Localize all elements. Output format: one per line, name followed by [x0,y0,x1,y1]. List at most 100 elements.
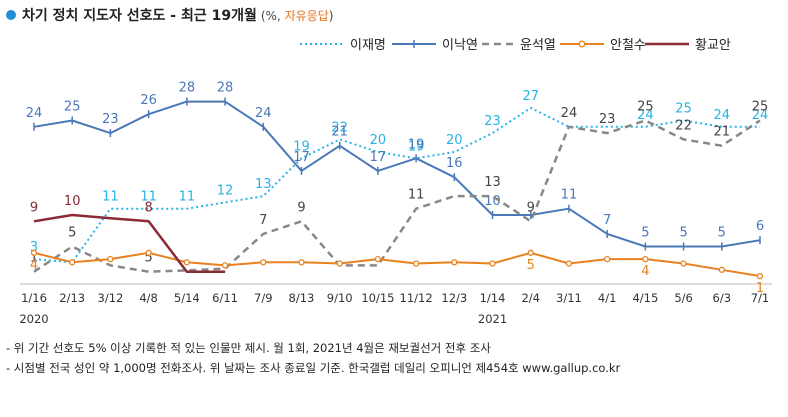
data-label: 8 [144,200,152,215]
x-tick-label: 2/13 [59,291,85,305]
data-label: 9 [527,200,535,215]
data-label: 19 [408,139,425,154]
data-label: 10 [64,194,81,209]
data-label: 16 [446,156,463,171]
data-label: 13 [255,177,272,192]
data-point [298,259,305,266]
x-tick-label: 5/14 [174,291,200,305]
subtitle-suffix: ) [328,8,334,23]
data-point [604,255,611,263]
legend-label: 황교안 [695,38,731,53]
x-tick-label: 3/11 [556,291,582,305]
series-line [33,100,761,248]
legend-label: 안철수 [610,38,646,53]
chart-title: 차기 정치 지도자 선호도 - 최근 19개월 [22,8,257,24]
data-label: 11 [561,188,578,203]
data-point [756,272,764,280]
year-label: 2020 [19,312,48,326]
x-tick-label: 3/12 [98,291,124,305]
data-label: 11 [408,188,425,203]
x-tick-label: 5/6 [674,291,693,305]
x-tick-label: 6/11 [212,291,238,305]
legend-label: 이낙연 [442,38,478,53]
x-tick-label: 9/10 [327,291,353,305]
data-point [642,255,649,263]
data-label: 17 [293,150,310,165]
data-point [69,259,76,266]
x-tick-label: 4/8 [139,291,158,305]
data-label: 5 [718,226,726,241]
data-label: 23 [484,114,501,129]
x-tick-label: 6/3 [713,291,732,305]
data-label: 28 [217,81,234,96]
data-label: 5 [679,226,687,241]
series-line [33,119,761,273]
data-point [489,260,496,267]
data-label: 11 [140,190,157,205]
x-tick-label: 8/13 [289,291,315,305]
data-label: 24 [714,108,731,123]
data-point [183,259,190,266]
data-label: 28 [179,81,196,96]
data-label: 11 [102,190,119,205]
legend-label: 이재명 [350,38,386,53]
data-label: 20 [446,133,463,148]
subtitle-prefix: (%, [260,8,285,23]
data-label: 22 [331,120,348,135]
data-point [221,262,229,269]
x-tick-label: 12/3 [441,291,467,305]
legend-marker [578,40,586,48]
x-tick-label: 4/1 [598,291,617,305]
x-tick-label: 7/9 [254,291,273,305]
data-label: 21 [331,125,348,140]
data-point [30,249,38,256]
data-point [527,249,534,256]
data-label: 3 [30,240,38,255]
data-label: 24 [26,106,43,121]
x-tick-label: 7/1 [751,291,770,305]
data-label: 27 [522,89,539,104]
data-point [451,259,458,266]
year-label: 2021 [478,312,507,326]
data-label: 23 [599,112,616,127]
data-label: 7 [259,213,267,228]
x-tick-label: 11/12 [400,291,433,305]
data-label: 5 [527,258,535,273]
series-line [33,213,226,273]
data-label: 7 [603,213,611,228]
x-tick-label: 10/15 [361,291,394,305]
data-point [718,266,725,273]
bullet-icon [6,10,16,20]
data-label: 5 [144,251,152,266]
chart-subtitle: (%, 자유응답) [261,7,334,24]
data-label: 1 [30,251,38,266]
footnotes: - 위 기간 선호도 5% 이상 기록한 적 있는 인물만 제시. 월 1회, … [6,338,620,378]
data-label: 25 [64,100,81,115]
data-label: 6 [756,219,764,234]
data-label: 4 [641,264,649,279]
data-label: 1 [756,281,764,296]
data-label: 21 [714,125,731,140]
data-point [260,259,267,266]
subtitle-accent: 자유응답 [284,8,329,23]
data-label: 9 [30,200,38,215]
data-label: 22 [675,118,692,133]
data-label: 19 [408,137,425,152]
data-label: 25 [675,102,692,117]
series-line [33,251,761,278]
data-label: 9 [297,200,305,215]
chart-header: 차기 정치 지도자 선호도 - 최근 19개월 (%, 자유응답) [6,4,333,26]
data-label: 26 [140,93,157,108]
data-label: 4 [30,258,38,273]
data-label: 23 [102,112,119,127]
data-point [412,260,420,267]
data-point [374,255,382,263]
data-label: 24 [255,106,272,121]
data-label: 12 [217,183,234,198]
data-point [145,249,152,256]
data-label: 11 [179,190,196,205]
footnote-1: - 위 기간 선호도 5% 이상 기록한 적 있는 인물만 제시. 월 1회, … [6,341,491,355]
x-tick-label: 1/14 [480,291,506,305]
data-point [107,255,114,263]
x-tick-label: 4/15 [632,291,658,305]
